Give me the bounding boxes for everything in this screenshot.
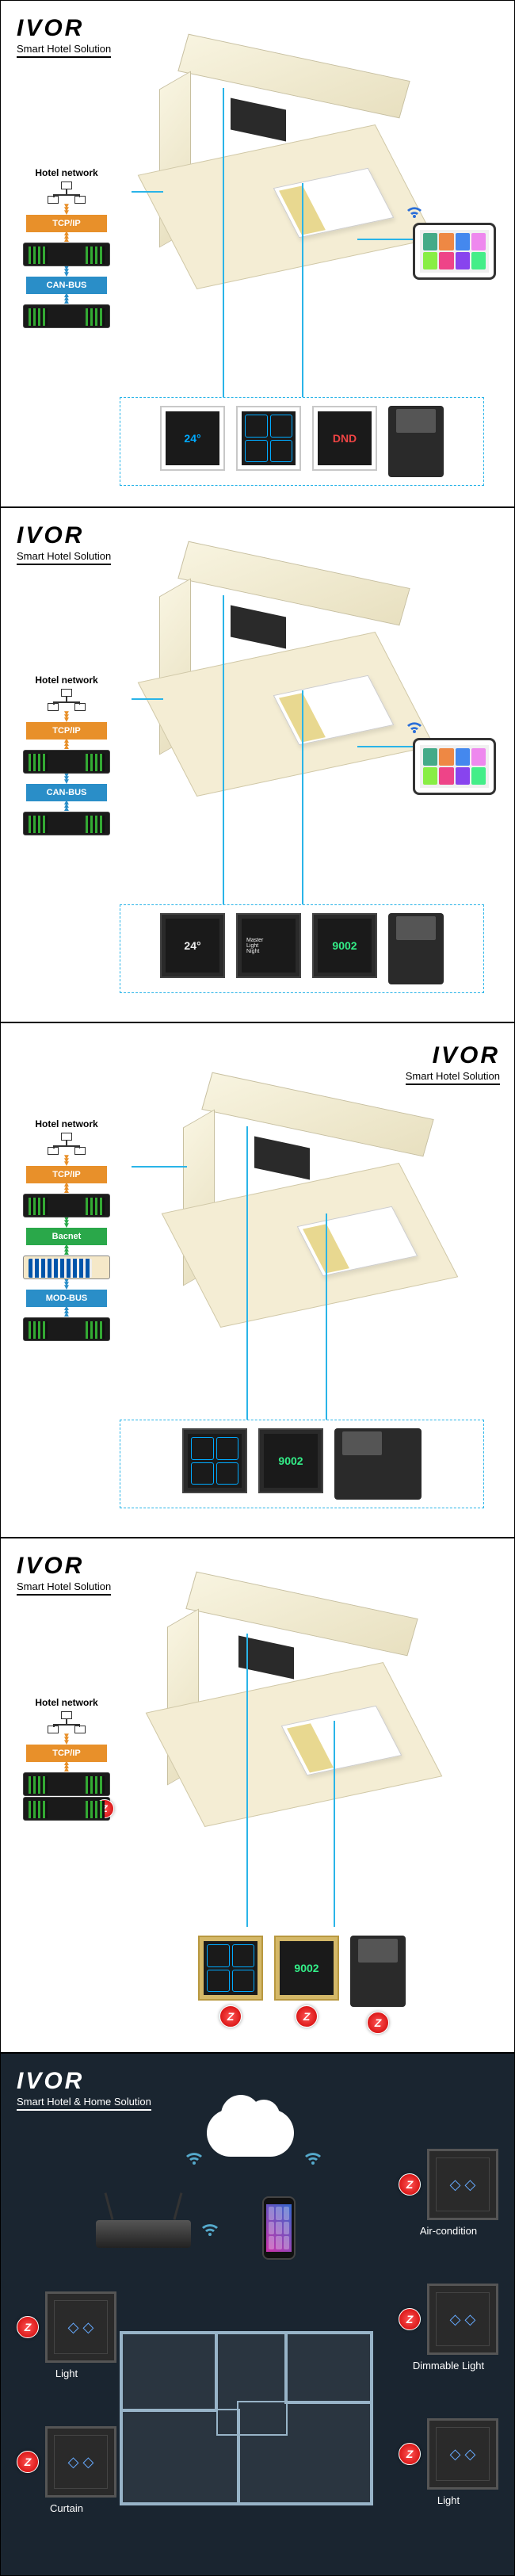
device-strip: Z 9002 Z Z <box>120 1927 484 2043</box>
connection-wire <box>132 698 163 700</box>
room-diagram <box>159 56 413 278</box>
device-strip: 24° MasterLightNight 9002 <box>120 904 484 993</box>
brand-logo: IVOR <box>17 15 111 42</box>
panel-device-2[interactable]: 9002 <box>312 913 377 978</box>
card-slot-device[interactable] <box>388 913 444 984</box>
connection-wire <box>246 1126 248 1420</box>
wifi-icon <box>405 719 424 740</box>
network-stack: Hotel network▼▼▼TCP/IP▲▲▲Z <box>15 1697 118 1821</box>
tagline: Smart Hotel Solution <box>17 550 111 565</box>
zigbee-icon: Z <box>17 2451 39 2473</box>
connection-wire <box>357 239 413 240</box>
floor-plan <box>120 2331 373 2505</box>
panel-device-1[interactable]: 9002 <box>274 1936 339 2001</box>
device-strip: 24° DND <box>120 397 484 486</box>
zigbee-icon: Z <box>367 2012 389 2034</box>
connection-wire <box>132 1166 187 1168</box>
panel-device-1[interactable]: 9002 <box>258 1428 323 1493</box>
network-label: Hotel network <box>15 675 118 686</box>
room-diagram <box>167 1594 421 1816</box>
device-light[interactable]: Z◇ ◇Light <box>17 2291 116 2379</box>
controller-device <box>23 812 110 835</box>
network-label: Hotel network <box>15 1697 118 1708</box>
connection-wire <box>223 595 224 904</box>
connection-wire <box>246 1634 248 1927</box>
controller-device: Z <box>23 1797 110 1821</box>
network-label: Hotel network <box>15 1118 118 1129</box>
controller-device <box>23 304 110 328</box>
device-curtain[interactable]: Z◇ ◇Curtain <box>17 2426 116 2514</box>
zigbee-icon: Z <box>399 2443 421 2465</box>
zigbee-icon: Z <box>17 2316 39 2338</box>
device-air-condition[interactable]: Z◇ ◇Air-condition <box>399 2149 498 2237</box>
panel-device-0[interactable]: 24° <box>160 913 225 978</box>
connection-wire <box>326 1213 327 1420</box>
zigbee-icon: Z <box>399 2308 421 2330</box>
room-diagram <box>159 564 413 785</box>
panel-1: IVOR Smart Hotel Solution Hotel network▼▼… <box>0 0 515 507</box>
card-slot-device[interactable] <box>334 1428 422 1500</box>
card-slot-device[interactable] <box>350 1936 406 2007</box>
controller-device <box>23 750 110 774</box>
panel-device-0[interactable] <box>182 1428 247 1493</box>
panel-device-0[interactable]: 24° <box>160 406 225 471</box>
room-diagram <box>183 1095 437 1317</box>
card-slot-device[interactable] <box>388 406 444 477</box>
device-label: Light <box>17 2368 116 2379</box>
wifi-icon <box>405 204 424 224</box>
connection-wire <box>223 88 224 397</box>
cloud-icon <box>207 2109 294 2157</box>
panel-4: IVOR Smart Hotel Solution Hotel network▼▼… <box>0 1538 515 2053</box>
zigbee-icon: Z <box>95 1799 114 1818</box>
tagline: Smart Hotel Solution <box>17 1580 111 1596</box>
panel-2: IVOR Smart Hotel Solution Hotel network▼▼… <box>0 507 515 1022</box>
wifi-icon <box>302 2149 324 2170</box>
zigbee-icon: Z <box>219 2005 242 2028</box>
device-label: Dimmable Light <box>399 2360 498 2372</box>
tagline: Smart Hotel Solution <box>406 1070 500 1085</box>
brand-logo: IVOR <box>17 522 111 549</box>
device-label: Light <box>399 2494 498 2506</box>
tagline: Smart Hotel Solution <box>17 43 111 58</box>
device-label: Curtain <box>17 2502 116 2514</box>
device-strip: 9002 <box>120 1420 484 1508</box>
zigbee-icon: Z <box>399 2173 421 2196</box>
smartphone[interactable] <box>262 2196 296 2260</box>
controller-device <box>23 1256 110 1279</box>
controller-device <box>23 1772 110 1796</box>
panel-device-0[interactable] <box>198 1936 263 2001</box>
connection-wire <box>302 183 303 397</box>
control-tablet[interactable] <box>413 223 496 280</box>
connection-wire <box>302 690 303 904</box>
controller-device <box>23 1194 110 1217</box>
connection-wire <box>132 191 163 193</box>
wifi-icon <box>199 2220 221 2242</box>
device-label: Air-condition <box>399 2225 498 2237</box>
network-stack: Hotel network▼▼▼TCP/IP▲▲▲▼▼▼CAN-BUS▲▲▲ <box>15 167 118 329</box>
brand-logo: IVOR <box>365 1042 500 1069</box>
control-tablet[interactable] <box>413 738 496 795</box>
tagline: Smart Hotel & Home Solution <box>17 2096 151 2111</box>
network-label: Hotel network <box>15 167 118 178</box>
brand-logo: IVOR <box>17 1553 111 1580</box>
panel-device-2[interactable]: DND <box>312 406 377 471</box>
zigbee-icon: Z <box>296 2005 318 2028</box>
wifi-icon <box>183 2149 205 2170</box>
network-stack: Hotel network▼▼▼TCP/IP▲▲▲▼▼▼Bacnet▲▲▲▼▼▼… <box>15 1118 118 1342</box>
panel-device-1[interactable]: MasterLightNight <box>236 913 301 978</box>
device-light[interactable]: Z◇ ◇Light <box>399 2418 498 2506</box>
router-device <box>96 2220 191 2248</box>
panel-device-1[interactable] <box>236 406 301 471</box>
controller-device <box>23 243 110 266</box>
device-dimmable-light[interactable]: Z◇ ◇Dimmable Light <box>399 2284 498 2372</box>
brand-logo: IVOR <box>17 2068 151 2095</box>
panel-5: IVOR Smart Hotel & Home Solution Z◇ ◇Air… <box>0 2053 515 2576</box>
controller-device <box>23 1317 110 1341</box>
network-stack: Hotel network▼▼▼TCP/IP▲▲▲▼▼▼CAN-BUS▲▲▲ <box>15 675 118 836</box>
connection-wire <box>357 746 413 747</box>
connection-wire <box>334 1721 335 1927</box>
panel-3: IVOR Smart Hotel Solution Hotel network▼▼… <box>0 1022 515 1538</box>
